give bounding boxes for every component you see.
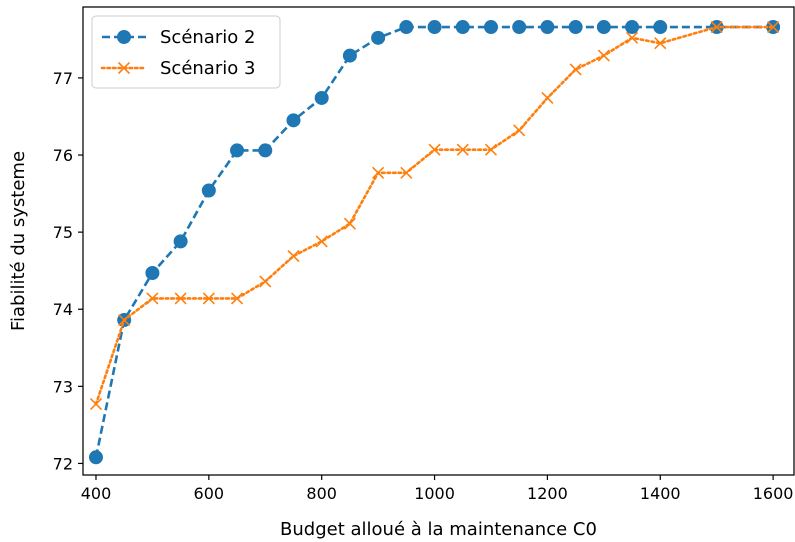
- legend-marker-1: [117, 30, 131, 44]
- series-2-point: [456, 143, 469, 156]
- y-tick-label: 77: [53, 69, 73, 88]
- x-tick-label: 1000: [414, 484, 455, 503]
- series-2-point: [513, 124, 526, 137]
- series-2: [89, 20, 780, 411]
- series-1-point: [258, 143, 273, 158]
- series-2-point: [767, 20, 780, 34]
- y-axis-label: Fiabilité du systeme: [8, 151, 29, 331]
- y-tick-label: 73: [53, 377, 73, 396]
- series-1-point: [483, 20, 498, 35]
- y-tick-label: 72: [53, 454, 73, 473]
- series-2-point: [372, 166, 385, 179]
- series-1-point: [455, 20, 470, 35]
- legend-entry-1: Scénario 2: [102, 27, 255, 48]
- x-tick-label: 800: [306, 484, 337, 503]
- series-2-point: [654, 37, 667, 50]
- x-tick-label: 1600: [753, 484, 794, 503]
- series-2-point: [569, 63, 582, 76]
- plot-layer: [88, 20, 781, 465]
- x-tick-label: 1400: [640, 484, 681, 503]
- series-1-point: [286, 113, 301, 128]
- legend-box: [91, 15, 281, 89]
- legend: Scénario 2 Scénario 3: [91, 15, 281, 89]
- legend-entry-2: Scénario 3: [100, 58, 255, 79]
- series-1-point: [625, 20, 640, 35]
- x-axis-label: Budget alloué à la maintenance C0: [280, 519, 597, 540]
- series-2-point: [484, 143, 498, 156]
- series-1-point: [427, 20, 442, 35]
- axes-frame: [82, 6, 795, 476]
- legend-label-2: Scénario 3: [160, 58, 255, 79]
- series-2-point: [343, 217, 356, 230]
- series-1-point: [371, 30, 386, 45]
- y-tick-label: 74: [53, 300, 73, 319]
- series-2-point: [259, 275, 272, 288]
- series-2-point: [89, 398, 103, 411]
- legend-label-1: Scénario 2: [160, 27, 255, 48]
- series-1-point: [230, 143, 245, 158]
- series-1-point: [314, 90, 329, 105]
- series-1-point: [399, 20, 414, 35]
- series-2-point: [710, 20, 723, 34]
- series-2-point: [202, 292, 215, 305]
- series-1-point: [568, 20, 583, 35]
- series-1-line: [94, 25, 774, 458]
- series-1-point: [512, 20, 527, 35]
- series-2-point: [625, 31, 639, 44]
- series-1-point: [145, 265, 160, 280]
- series-2-point: [174, 292, 187, 305]
- series-1-point: [342, 48, 357, 63]
- x-axis-ticks: 400 600 800 1000 1200 1400 1600: [81, 475, 794, 503]
- series-2-point: [541, 91, 554, 105]
- series-2-point: [597, 49, 610, 62]
- series-2-point: [118, 313, 131, 327]
- series-2-point: [230, 292, 244, 305]
- series-2-point: [400, 166, 413, 179]
- series-2-point: [315, 235, 328, 248]
- x-tick-label: 1200: [527, 484, 568, 503]
- series-1-point: [596, 20, 611, 35]
- legend-marker-2: [117, 61, 131, 75]
- series-2-point: [287, 249, 300, 263]
- series-2-point: [428, 143, 441, 156]
- series-2-point: [146, 292, 159, 305]
- y-tick-label: 76: [53, 146, 73, 165]
- x-tick-label: 600: [194, 484, 225, 503]
- series-1-point: [173, 234, 188, 249]
- series-1-point: [653, 20, 668, 35]
- x-tick-label: 400: [81, 484, 112, 503]
- series-1-point: [201, 183, 216, 198]
- y-tick-label: 75: [53, 223, 73, 242]
- series-1-point: [88, 450, 103, 465]
- series-1-point: [540, 20, 555, 35]
- y-axis-ticks: 72 73 74 75 76 77: [53, 69, 83, 473]
